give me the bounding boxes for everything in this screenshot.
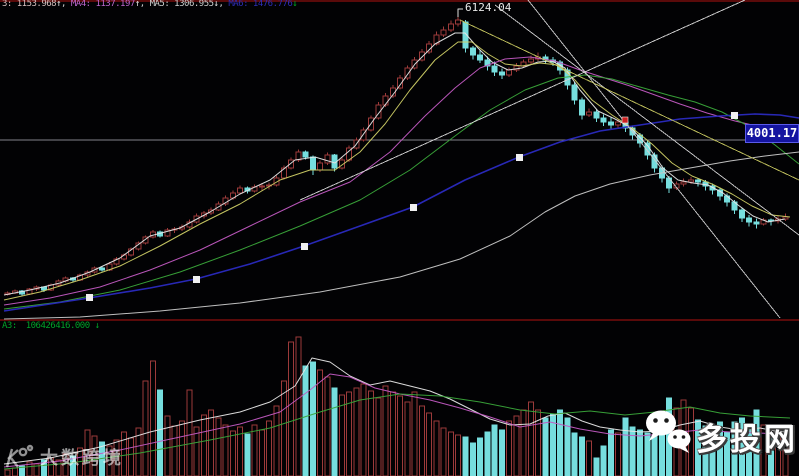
ma-indicator: 3: 1153.968↑ bbox=[2, 0, 62, 9]
watermark-logo-icon bbox=[5, 444, 34, 468]
volume-indicator-label: A3: 106426416.000 ↓ bbox=[2, 321, 100, 331]
watermark: 大数跨境 bbox=[4, 444, 124, 470]
volume-ma-label: A3: bbox=[2, 321, 17, 331]
down-arrow-icon: ↓ bbox=[94, 321, 100, 331]
brand-name: 多投网 bbox=[696, 422, 798, 458]
brand-footer: 多投网 bbox=[644, 408, 798, 459]
ma-indicator: MA4: 1137.197↑ bbox=[70, 0, 140, 9]
ma-indicator: MA5: 1306.955↓ bbox=[149, 0, 219, 9]
ma-indicator: MA6: 1476.776↓ bbox=[228, 0, 298, 9]
wechat-icon bbox=[646, 410, 691, 453]
peak-price-annotation: 6124.04 bbox=[465, 1, 512, 14]
volume-ma-value: 106426416.000 bbox=[25, 321, 90, 331]
latest-price-tag: 4001.17 bbox=[745, 124, 799, 143]
ma-indicator-bar: 3: 1153.968↑, MA4: 1137.197↑, MA5: 1306.… bbox=[2, 0, 298, 9]
watermark-text: 大数跨境 bbox=[40, 448, 124, 469]
